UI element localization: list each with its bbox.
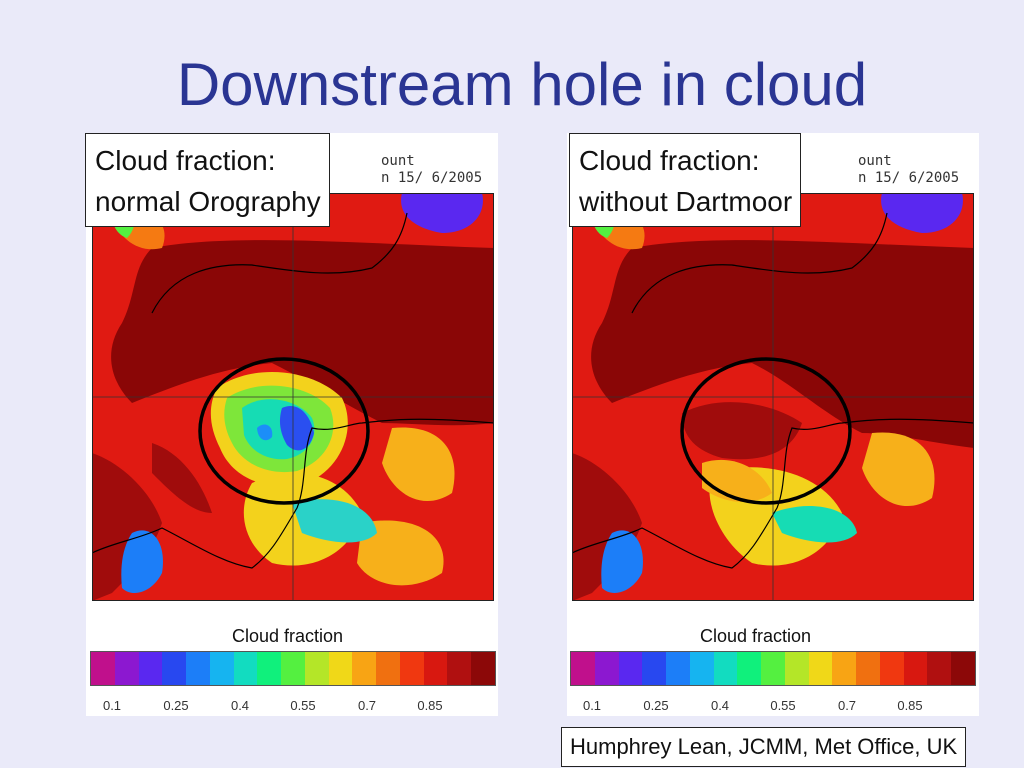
colorbar-swatch [927, 652, 952, 685]
left-panel-label: Cloud fraction: normal Orography [85, 133, 330, 227]
colorbar-swatch [352, 652, 377, 685]
colorbar-swatch [571, 652, 595, 685]
left-cloud-map [92, 193, 494, 601]
left-tick: 0.4 [230, 698, 250, 713]
right-cloud-map [572, 193, 974, 601]
right-colorbar-title: Cloud fraction [700, 626, 812, 646]
left-label-line1: Cloud fraction: [95, 145, 276, 176]
colorbar-swatch [737, 652, 762, 685]
right-map-header: ount n 15/ 6/2005 [858, 153, 959, 187]
colorbar-swatch [304, 652, 329, 685]
left-tick: 0.55 [290, 698, 316, 713]
left-tick: 0.1 [102, 698, 122, 713]
colorbar-swatch [856, 652, 880, 685]
colorbar-swatch [399, 652, 424, 685]
colorbar-swatch [666, 652, 690, 685]
left-tick: 0.25 [163, 698, 189, 713]
right-label-line1: Cloud fraction: [579, 145, 760, 176]
right-tick: 0.7 [837, 698, 857, 713]
colorbar-swatch [761, 652, 785, 685]
colorbar-swatch [594, 652, 619, 685]
colorbar-swatch [233, 652, 258, 685]
colorbar-swatch [91, 652, 115, 685]
right-colorbar [570, 651, 976, 686]
colorbar-swatch [162, 652, 187, 685]
colorbar-swatch [951, 652, 976, 685]
left-map-header: ount n 15/ 6/2005 [381, 153, 482, 187]
colorbar-swatch [209, 652, 234, 685]
left-colorbar [90, 651, 496, 686]
right-tick: 0.25 [643, 698, 669, 713]
colorbar-swatch [808, 652, 833, 685]
right-header-line2: n 15/ 6/2005 [858, 170, 960, 186]
right-tick: 0.1 [582, 698, 602, 713]
left-header-line1: ount [381, 153, 415, 169]
colorbar-swatch [784, 652, 809, 685]
colorbar-swatch [879, 652, 904, 685]
colorbar-swatch [832, 652, 857, 685]
right-tick: 0.55 [770, 698, 796, 713]
left-label-line2: normal Orography [95, 186, 321, 217]
colorbar-swatch [138, 652, 163, 685]
right-tick: 0.85 [897, 698, 923, 713]
colorbar-swatch [903, 652, 928, 685]
colorbar-swatch [281, 652, 305, 685]
colorbar-swatch [114, 652, 139, 685]
left-colorbar-title: Cloud fraction [232, 626, 344, 646]
credit-box: Humphrey Lean, JCMM, Met Office, UK [561, 727, 967, 767]
colorbar-swatch [713, 652, 738, 685]
slide-title: Downstream hole in cloud [176, 51, 868, 118]
right-tick: 0.4 [710, 698, 730, 713]
colorbar-swatch [447, 652, 472, 685]
left-tick: 0.85 [417, 698, 443, 713]
right-label-line2: without Dartmoor [579, 186, 793, 217]
colorbar-swatch [471, 652, 496, 685]
colorbar-swatch [618, 652, 643, 685]
colorbar-swatch [689, 652, 714, 685]
right-panel-label: Cloud fraction: without Dartmoor [569, 133, 802, 227]
colorbar-swatch [186, 652, 210, 685]
right-header-line1: ount [858, 153, 892, 169]
left-tick: 0.7 [357, 698, 377, 713]
colorbar-swatch [423, 652, 448, 685]
colorbar-swatch [328, 652, 353, 685]
colorbar-swatch [642, 652, 667, 685]
left-header-line2: n 15/ 6/2005 [381, 170, 483, 186]
colorbar-swatch [257, 652, 282, 685]
colorbar-swatch [376, 652, 400, 685]
